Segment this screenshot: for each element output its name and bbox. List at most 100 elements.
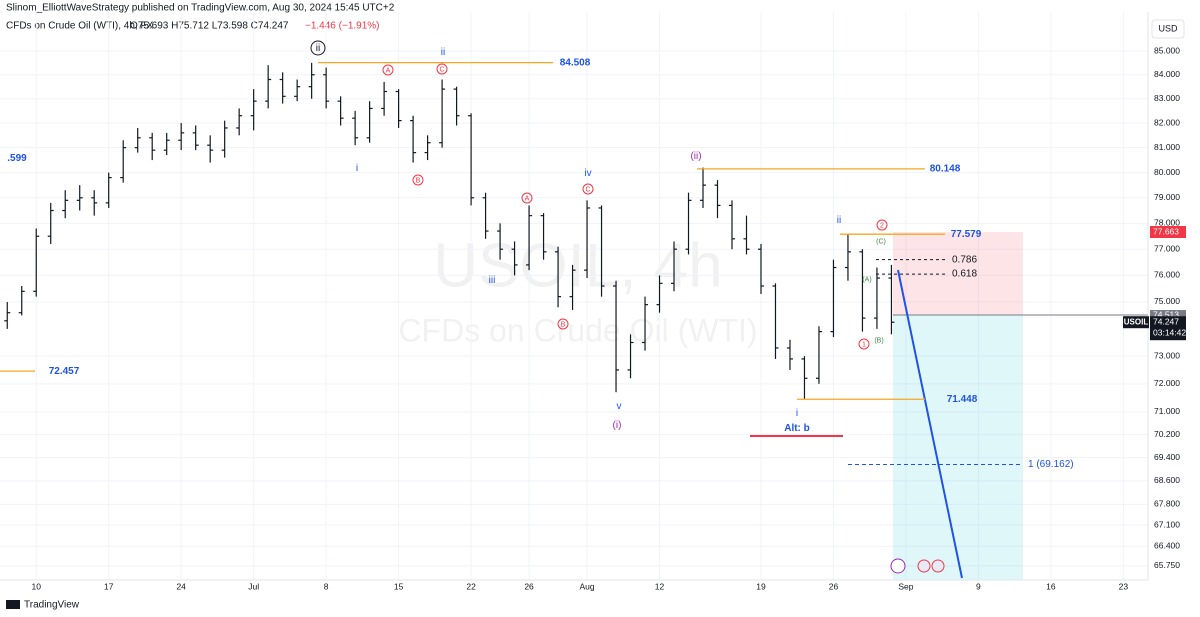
x-tick-label: 17 [104,581,114,591]
wave-label: (i) [613,420,622,431]
y-tick-label: 66.400 [1154,540,1180,550]
y-tick-label: 72.000 [1154,378,1180,388]
watermark: USOIL, 4h [433,231,722,300]
y-tick-label: 68.600 [1154,475,1180,485]
level-label: 80.148 [930,164,961,175]
wave-circle [412,174,424,186]
brand: TradingView [24,600,80,611]
stop-zone [893,232,1023,316]
y-tick-label: 69.400 [1154,452,1180,462]
level-label: 84.508 [560,57,591,68]
watermark: CFDs on Crude Oil (WTI) [398,312,757,348]
wave-label: A [525,195,530,202]
wave-label: Alt: b [784,423,810,434]
currency-box[interactable] [1151,19,1185,39]
wave-circle [557,318,569,330]
wave-label: ii [441,47,445,58]
wave-label: (A) [862,276,871,283]
event-icon[interactable] [890,558,906,574]
x-tick-label: 10 [32,581,42,591]
brand-logo [6,600,20,609]
symbol-tag-bg [1123,316,1149,329]
wave-circle [436,63,448,75]
y-tick-label: 65.750 [1154,560,1180,570]
x-tick-label: 12 [655,581,665,591]
event-icons [890,558,945,574]
y-tick-label: 83.000 [1154,93,1180,103]
x-tick-label: 9 [976,581,981,591]
wave-label: A [386,67,391,74]
wave-label: i [796,408,798,419]
y-tick-label: 80.000 [1154,167,1180,177]
y-tick-label: 85.000 [1154,45,1180,55]
stop-tag: 77.663 [1153,226,1179,236]
x-tick-label: Jul [248,581,259,591]
y-tick-label: 81.000 [1154,142,1180,152]
event-icon[interactable] [917,559,931,573]
projection-line [897,269,963,579]
y-tick-label: 77.000 [1154,243,1180,253]
countdown: 03:14:42 [1153,327,1186,337]
stop-tag-bg [1150,226,1186,239]
x-tick-label: 23 [1119,581,1129,591]
x-tick-label: 22 [466,581,476,591]
y-tick-label: 75.000 [1154,296,1180,306]
currency: USD [1158,23,1178,33]
x-tick-label: 26 [829,581,839,591]
y-tick-label: 73.000 [1154,350,1180,360]
ohlc-label: O75.693 H75.712 L73.598 C74.247 [130,21,289,32]
level-label: 71.448 [947,394,978,405]
wave-label: ii [316,43,320,54]
x-tick-label: 8 [324,581,329,591]
wave-label: .599 [7,153,27,164]
change-label: −1.446 (−1.91%) [305,21,380,32]
wave-circle [582,183,594,195]
level-label: 77.579 [951,229,982,240]
wave-label: iv [584,168,591,179]
entry-tag: 74.513 [1153,309,1179,319]
wave-circle [876,219,888,231]
wave-label: v [617,401,622,412]
y-tick-label: 84.000 [1154,69,1180,79]
y-tick-label: 70.200 [1154,429,1180,439]
fib-label: 0.618 [952,269,977,280]
wave-label: 1 [862,341,866,348]
publisher-line: Slinom_ElliottWaveStrategy published on … [6,3,395,14]
wave-circle [310,40,326,56]
x-tick-label: 16 [1046,581,1056,591]
y-tick-label: 67.800 [1154,499,1180,509]
wave-label: ii [837,215,841,226]
x-tick-label: 26 [524,581,534,591]
symbol-title: CFDs on Crude Oil (WTI), 4h, FX [6,21,154,32]
wave-label: (ii) [690,151,701,162]
wave-label: B [561,321,566,328]
wave-label: (B) [874,337,883,344]
wave-label: C [585,186,590,193]
target-label: 1 (69.162) [1028,459,1074,470]
level-label: 72.457 [49,366,80,377]
y-tick-label: 79.000 [1154,192,1180,202]
event-icon[interactable] [931,559,945,573]
y-tick-label: 82.000 [1154,117,1180,127]
wave-circle [858,338,870,350]
x-tick-label: 24 [176,581,186,591]
y-tick-label: 78.000 [1154,218,1180,228]
wave-label: C [439,66,444,73]
wave-circle [382,64,394,76]
wave-label: B [416,177,421,184]
target-zone [893,315,1023,580]
wave-label: 2 [880,222,884,229]
x-tick-label: 15 [394,581,404,591]
y-tick-label: 76.000 [1154,270,1180,280]
entry-tag-bg [1150,310,1186,321]
y-tick-label: 67.100 [1154,519,1180,529]
last-price: 74.247 [1153,316,1179,326]
x-tick-label: 19 [756,581,766,591]
y-tick-label: 71.000 [1154,406,1180,416]
last-price-bg [1150,316,1186,341]
wave-label: i [356,163,358,174]
wave-circle [521,192,533,204]
fib-label: 0.786 [952,254,977,265]
